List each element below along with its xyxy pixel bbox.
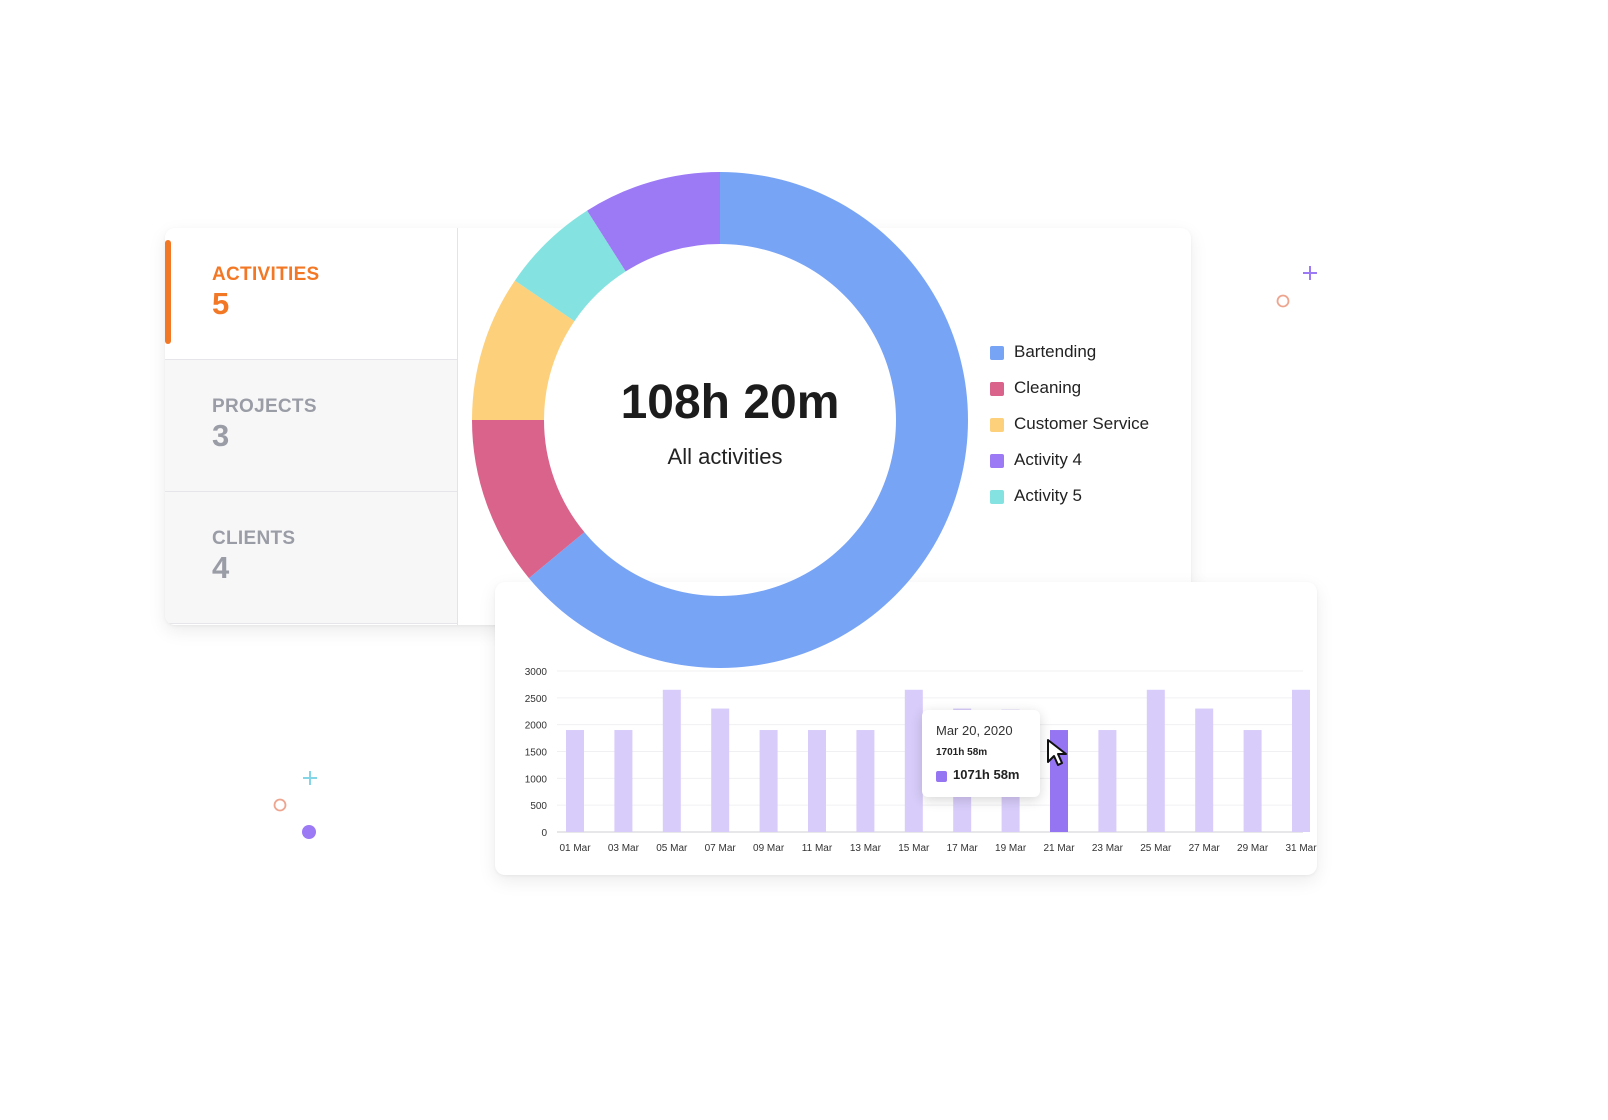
tab-clients-value: 4 [212, 550, 230, 585]
summary-card: ACTIVITIES 5 PROJECTS 3 CLIENTS 4 [165, 228, 1191, 625]
tab-clients[interactable]: CLIENTS 4 [165, 492, 457, 624]
bar-27-mar[interactable] [1195, 708, 1214, 832]
x-tick-label: 05 Mar [656, 843, 688, 854]
tooltip-total: 1701h 58m [936, 747, 988, 758]
legend-swatch [990, 382, 1004, 396]
summary-tabs: ACTIVITIES 5 PROJECTS 3 CLIENTS 4 [165, 228, 458, 625]
active-tab-indicator [165, 240, 171, 344]
bar-05-mar[interactable] [662, 689, 681, 832]
x-tick-label: 23 Mar [1092, 843, 1124, 854]
bar-29-mar[interactable] [1243, 730, 1262, 832]
bar-07-mar[interactable] [711, 708, 730, 832]
bar-09-mar[interactable] [759, 730, 778, 832]
bar-03-mar[interactable] [614, 730, 633, 832]
x-tick-label: 09 Mar [753, 843, 785, 854]
legend-swatch [990, 454, 1004, 468]
bar-15-mar[interactable] [904, 689, 923, 832]
plus-decoration-icon [303, 771, 317, 785]
tooltip-swatch [936, 771, 947, 782]
x-tick-label: 21 Mar [1043, 843, 1075, 854]
legend-label: Activity 4 [1014, 450, 1083, 469]
donut-slice-customer-service[interactable] [472, 280, 575, 420]
x-tick-label: 27 Mar [1189, 843, 1221, 854]
legend-label: Cleaning [1014, 378, 1082, 397]
legend-label: Customer Service [1014, 414, 1150, 433]
y-tick-label: 0 [541, 828, 547, 839]
legend-label: Bartending [1014, 342, 1097, 361]
y-tick-label: 2500 [525, 694, 548, 705]
legend-swatch [990, 490, 1004, 504]
donut-center-label: All activities [668, 444, 783, 469]
donut-slice-activity-5[interactable] [514, 210, 626, 322]
x-tick-label: 13 Mar [850, 843, 882, 854]
bar-13-mar[interactable] [856, 730, 875, 832]
x-tick-label: 07 Mar [705, 843, 737, 854]
legend-swatch [990, 346, 1004, 360]
donut-slice-cleaning[interactable] [472, 420, 585, 579]
x-tick-label: 11 Mar [802, 843, 833, 854]
bar-01-mar[interactable] [566, 730, 584, 832]
legend-swatch [990, 418, 1004, 432]
bar-25-mar[interactable] [1146, 689, 1165, 832]
tab-clients-label: CLIENTS [212, 528, 296, 549]
donut-slice-activity-4[interactable] [587, 172, 720, 272]
bar-tooltip: Mar 20, 2020 1701h 58m 1071h 58m [922, 710, 1040, 797]
y-tick-label: 3000 [525, 667, 548, 678]
donut-total-value: 108h 20m [621, 376, 840, 429]
tab-projects-value: 3 [212, 418, 230, 453]
bar-31-mar[interactable] [1292, 689, 1310, 832]
plus-decoration-icon [1303, 266, 1317, 280]
x-tick-label: 17 Mar [947, 843, 979, 854]
x-tick-label: 19 Mar [995, 843, 1027, 854]
tab-activities-label: ACTIVITIES [212, 264, 320, 285]
x-tick-label: 31 Mar [1285, 843, 1317, 854]
x-tick-label: 25 Mar [1140, 843, 1172, 854]
circle-outline-decoration-icon [1276, 294, 1290, 308]
tab-projects-label: PROJECTS [212, 396, 317, 417]
circle-outline-decoration-icon [273, 798, 287, 812]
activities-donut-chart: 108h 20m All activities [472, 172, 968, 668]
donut-slice-bartending[interactable] [528, 172, 968, 668]
y-tick-label: 500 [530, 801, 547, 812]
x-tick-label: 15 Mar [898, 843, 930, 854]
tooltip-date: Mar 20, 2020 [936, 723, 1013, 738]
tab-projects[interactable]: PROJECTS 3 [165, 360, 457, 492]
mouse-pointer-icon [1047, 739, 1067, 766]
tab-activities-value: 5 [212, 286, 230, 321]
y-tick-label: 2000 [525, 721, 548, 732]
legend-label: Activity 5 [1014, 486, 1083, 505]
dot-decoration-icon [302, 825, 316, 839]
x-tick-label: 03 Mar [608, 843, 640, 854]
y-tick-label: 1500 [525, 748, 548, 759]
y-tick-label: 1000 [525, 774, 548, 785]
tooltip-value: 1071h 58m [953, 767, 1020, 782]
bar-11-mar[interactable] [808, 730, 826, 832]
bar-23-mar[interactable] [1098, 730, 1117, 832]
x-tick-label: 01 Mar [559, 843, 591, 854]
tab-activities[interactable]: ACTIVITIES 5 [165, 228, 457, 360]
x-tick-label: 29 Mar [1237, 843, 1269, 854]
